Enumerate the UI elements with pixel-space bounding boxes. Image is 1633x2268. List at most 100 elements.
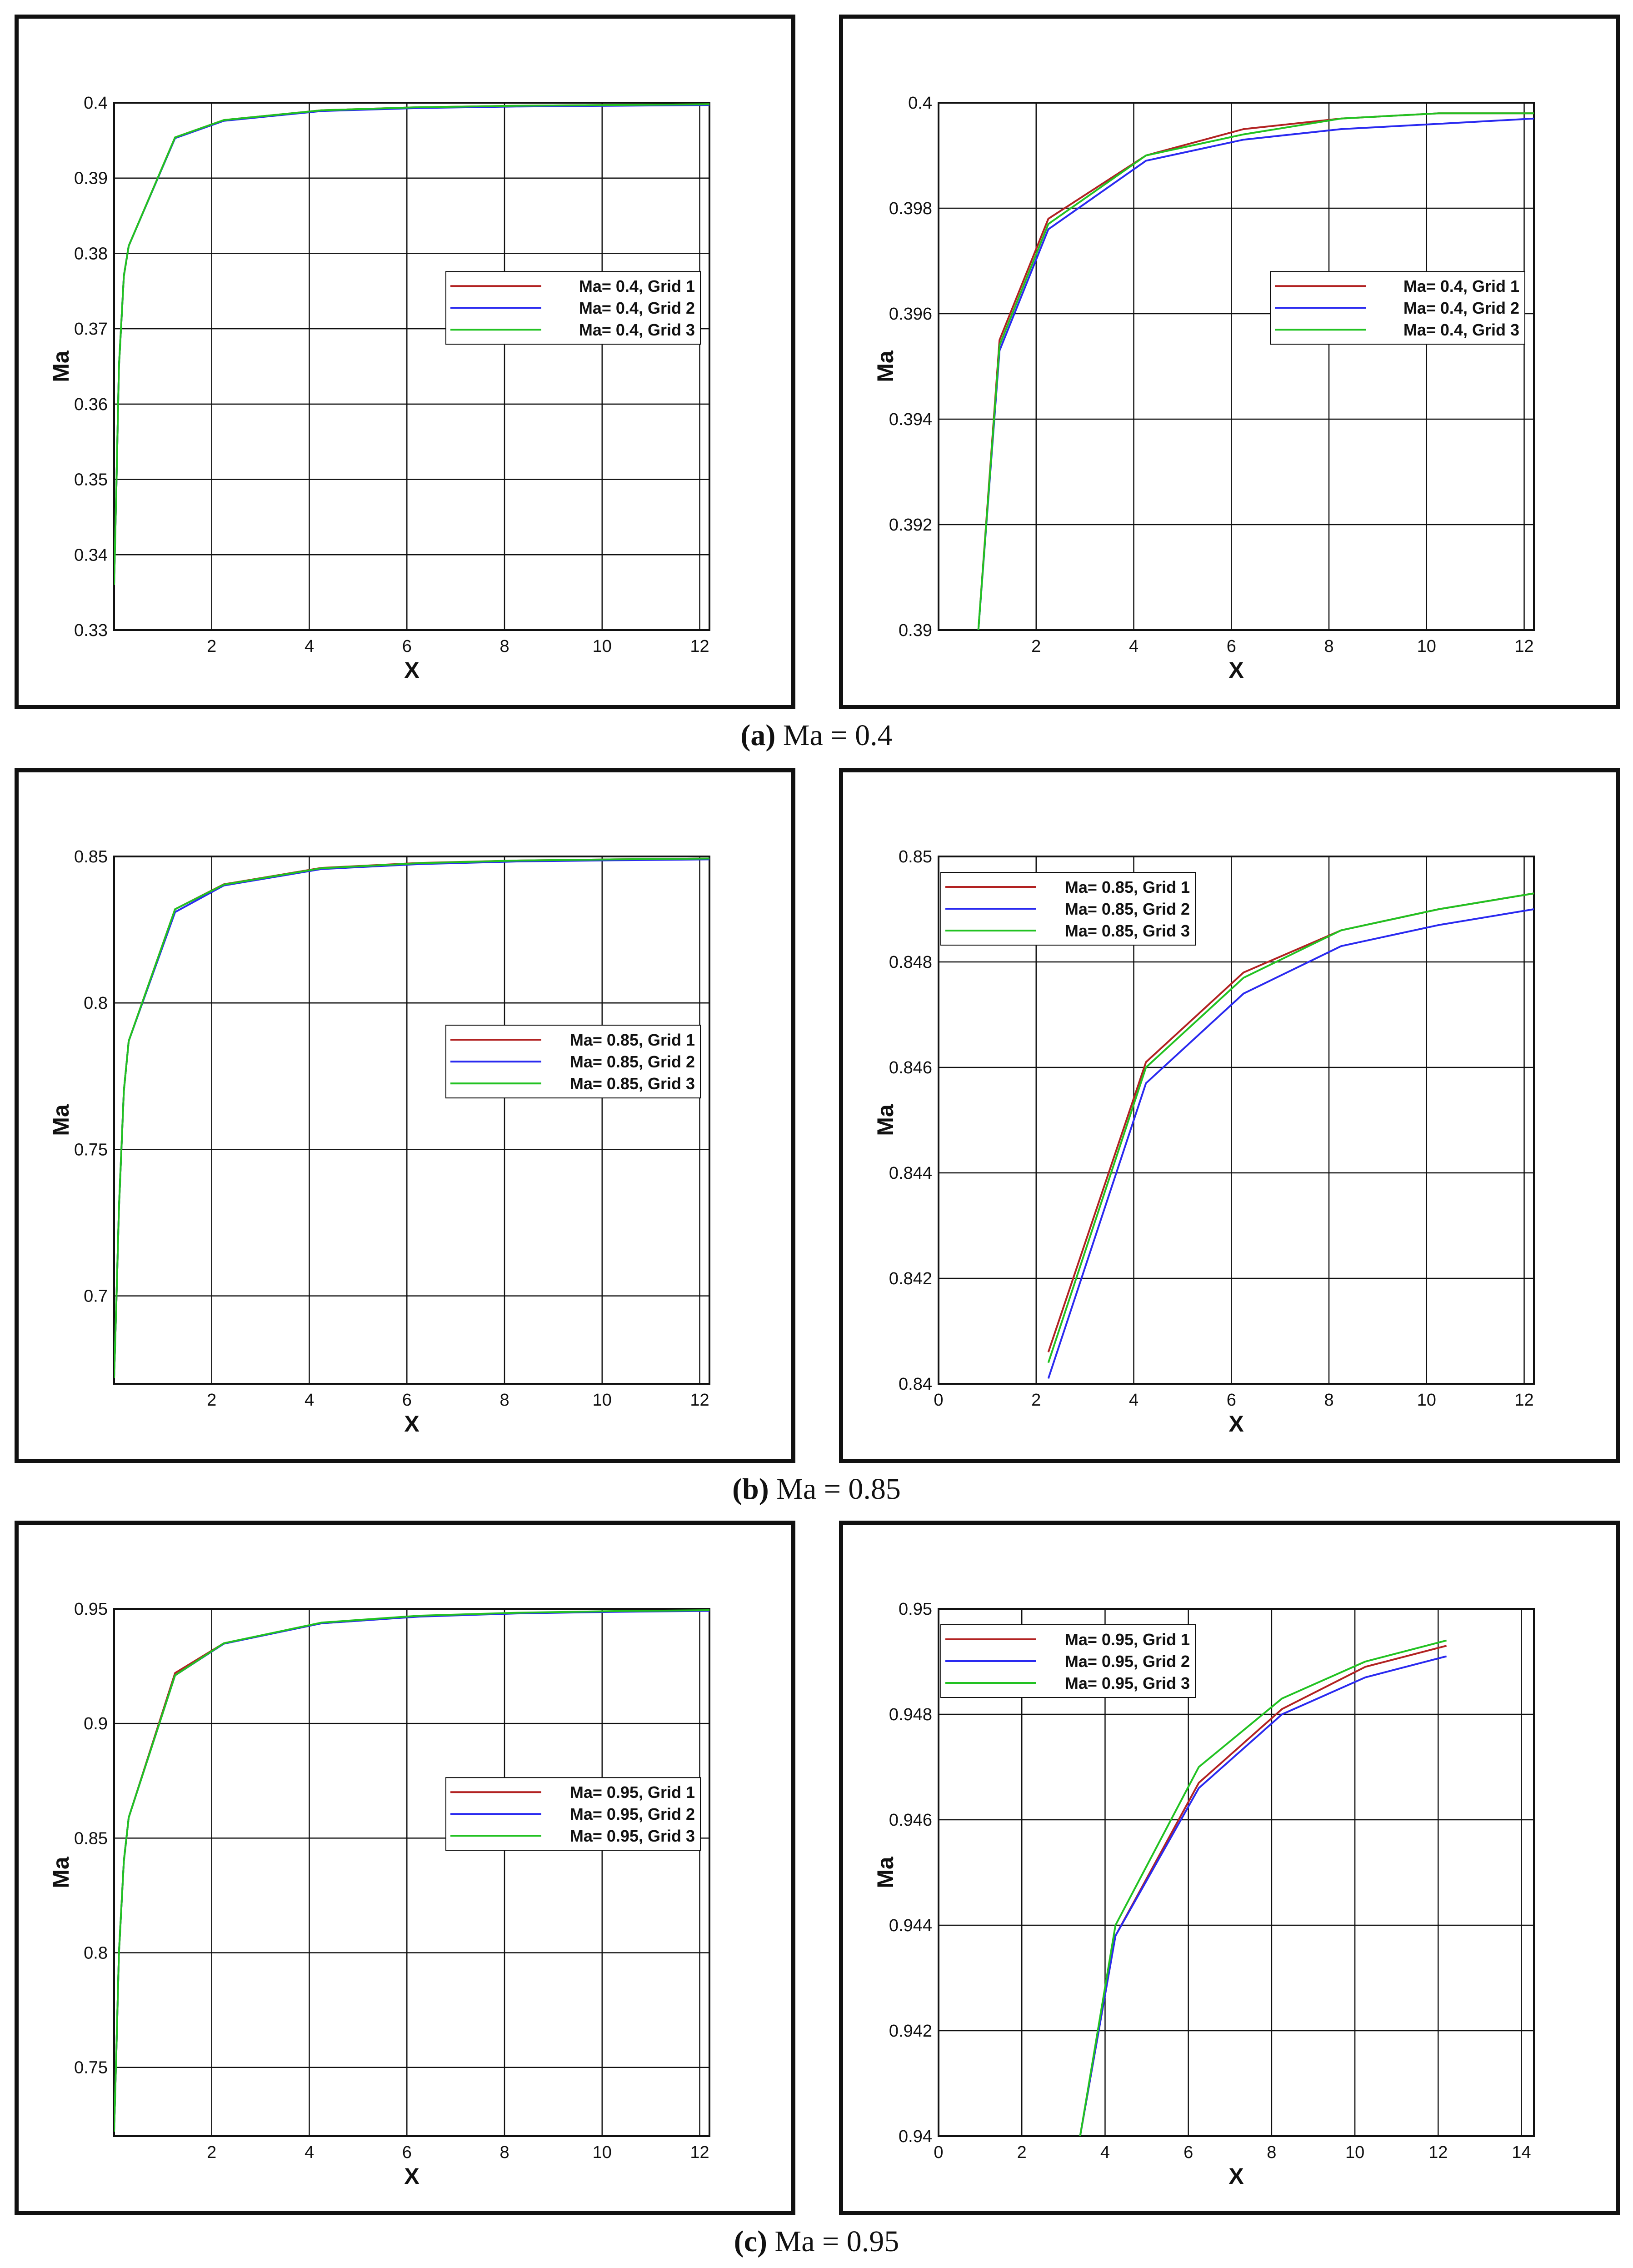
chart-3-ylabel: Ma — [48, 1104, 74, 1136]
chart-5-xtick-label: 8 — [499, 2143, 509, 2162]
caption-a-letter: (a) — [740, 719, 776, 752]
chart-5: 2 4 6 8 10 12 0.75 0.8 0.85 0.9 0.95 X Ma Ma= 0.95, G… — [48, 1600, 710, 2189]
chart-2-legend-label-3: Ma= 0.4, Grid 3 — [1403, 320, 1519, 339]
chart-2-ytick-label: 0.39 — [899, 621, 932, 640]
chart-4-xtick-label: 2 — [1031, 1391, 1041, 1410]
chart-4-ytick-label: 0.842 — [889, 1269, 932, 1288]
chart-6-ylabel: Ma — [873, 1856, 898, 1888]
chart-5-legend-label-1: Ma= 0.95, Grid 1 — [570, 1783, 695, 1802]
chart-6-xtick-label: 10 — [1345, 2143, 1364, 2162]
chart-3-xlabel: X — [404, 1411, 419, 1437]
chart-1-xtick-label: 4 — [305, 637, 314, 656]
chart-6-ytick-label: 0.95 — [899, 1600, 932, 1619]
chart-2-series-line-3 — [977, 112, 1534, 630]
chart-6-legend-label-1: Ma= 0.95, Grid 1 — [1065, 1630, 1190, 1649]
chart-panel-2: 2 4 6 8 10 12 0.39 0.392 0.394 0.396 0.398 0.4 X Ma Ma… — [839, 15, 1620, 709]
chart-2-series-line-2 — [977, 117, 1534, 630]
chart-2-ylabel: Ma — [873, 350, 898, 382]
chart-6-xtick-label: 6 — [1184, 2143, 1193, 2162]
caption-a: (a) Ma = 0.4 — [0, 718, 1633, 753]
caption-b-letter: (b) — [732, 1472, 769, 1506]
chart-1-ytick-label: 0.37 — [74, 320, 108, 339]
chart-4-legend-label-2: Ma= 0.85, Grid 2 — [1065, 900, 1190, 918]
chart-panel-1: 2 4 6 8 10 12 0.33 0.34 0.35 0.36 0.37 0.38 0.39 0.4 X… — [15, 15, 795, 709]
chart-1-xtick-label: 8 — [499, 637, 509, 656]
caption-c: (c) Ma = 0.95 — [0, 2224, 1633, 2259]
chart-5-ytick-label: 0.8 — [84, 1944, 108, 1963]
chart-panel-5: 2 4 6 8 10 12 0.75 0.8 0.85 0.9 0.95 X Ma Ma= 0.95, G… — [15, 1521, 795, 2215]
chart-2-series-line-1 — [977, 112, 1534, 630]
chart-3-series-line-3 — [114, 857, 709, 1378]
chart-5-ytick-label: 0.85 — [74, 1829, 108, 1848]
chart-3-ytick-label: 0.8 — [84, 994, 108, 1013]
chart-4-series-line-2 — [1047, 908, 1534, 1379]
chart-5-ytick-label: 0.95 — [74, 1600, 108, 1619]
chart-2-xtick-label: 8 — [1324, 637, 1333, 656]
chart-4-xtick-label: 8 — [1324, 1391, 1333, 1410]
chart-5-series-line-2 — [114, 1610, 709, 2132]
chart-6-plot-frame — [938, 1608, 1535, 2137]
chart-2-xtick-label: 2 — [1031, 637, 1041, 656]
chart-panel-6: 0 2 4 6 8 10 12 14 0.94 0.942 0.944 0.946 0.948 0.95 X… — [839, 1521, 1620, 2215]
chart-6-legend-label-3: Ma= 0.95, Grid 3 — [1065, 1674, 1190, 1692]
chart-4-xtick-label: 6 — [1227, 1391, 1236, 1410]
chart-4-ytick-label: 0.84 — [899, 1375, 932, 1394]
chart-6-xtick-label: 12 — [1428, 2143, 1448, 2162]
chart-3-ytick-label: 0.7 — [84, 1287, 108, 1306]
chart-4-xlabel: X — [1228, 1411, 1243, 1437]
chart-3-series-line-1 — [114, 857, 709, 1378]
chart-3-ytick-label: 0.85 — [74, 847, 108, 866]
chart-3-legend-label-3: Ma= 0.85, Grid 3 — [570, 1074, 695, 1093]
chart-1-xtick-label: 12 — [690, 637, 709, 656]
chart-6-xtick-label: 2 — [1017, 2143, 1027, 2162]
chart-2: 2 4 6 8 10 12 0.39 0.392 0.394 0.396 0.398 0.4 X Ma Ma… — [873, 94, 1535, 683]
chart-4-xtick-label: 4 — [1129, 1391, 1139, 1410]
chart-2-ytick-label: 0.398 — [889, 199, 932, 218]
chart-panel-4: 0 2 4 6 8 10 12 0.84 0.842 0.844 0.846 0.848 0.85 X Ma… — [839, 768, 1620, 1463]
chart-6-ytick-label: 0.948 — [889, 1705, 932, 1724]
chart-1-legend-label-1: Ma= 0.4, Grid 1 — [579, 277, 695, 295]
chart-1-ytick-label: 0.36 — [74, 395, 108, 414]
chart-4-xtick-label: 10 — [1417, 1391, 1436, 1410]
chart-3-xtick-label: 2 — [207, 1391, 216, 1410]
chart-1-legend-label-2: Ma= 0.4, Grid 2 — [579, 299, 695, 317]
chart-3-plot-frame — [113, 856, 710, 1385]
chart-5-ytick-label: 0.75 — [74, 2058, 108, 2078]
chart-3-xtick-label: 10 — [593, 1391, 612, 1410]
chart-2-ytick-label: 0.392 — [889, 516, 932, 535]
chart-6-xlabel: X — [1228, 2163, 1243, 2189]
chart-5-legend-label-2: Ma= 0.95, Grid 2 — [570, 1805, 695, 1823]
chart-5-ylabel: Ma — [48, 1856, 74, 1888]
caption-c-letter: (c) — [734, 2225, 768, 2258]
chart-6-series-line-1 — [1079, 1645, 1447, 2136]
chart-3-xtick-label: 4 — [305, 1391, 314, 1410]
chart-2-ytick-label: 0.396 — [889, 305, 932, 324]
chart-1-xtick-label: 10 — [593, 637, 612, 656]
chart-5-plot-frame — [113, 1608, 710, 2137]
chart-1-legend-label-3: Ma= 0.4, Grid 3 — [579, 320, 695, 339]
chart-2-legend-label-1: Ma= 0.4, Grid 1 — [1403, 277, 1519, 295]
chart-2-xtick-label: 10 — [1417, 637, 1436, 656]
chart-3-xtick-label: 8 — [499, 1391, 509, 1410]
chart-1-series-line-3 — [114, 103, 709, 585]
chart-3-ytick-label: 0.75 — [74, 1140, 108, 1159]
chart-2-xtick-label: 12 — [1514, 637, 1533, 656]
chart-2-legend-label-2: Ma= 0.4, Grid 2 — [1403, 299, 1519, 317]
chart-3-legend-label-1: Ma= 0.85, Grid 1 — [570, 1031, 695, 1049]
caption-b-text: Ma = 0.85 — [769, 1472, 901, 1506]
chart-5-series-line-3 — [114, 1609, 709, 2132]
chart-3-xtick-label: 12 — [690, 1391, 709, 1410]
chart-4-legend-label-3: Ma= 0.85, Grid 3 — [1065, 921, 1190, 940]
chart-3-legend-label-2: Ma= 0.85, Grid 2 — [570, 1052, 695, 1071]
chart-1-xtick-label: 2 — [207, 637, 216, 656]
chart-6-xtick-label: 8 — [1267, 2143, 1276, 2162]
chart-6-xtick-label: 4 — [1100, 2143, 1110, 2162]
chart-5-legend-label-3: Ma= 0.95, Grid 3 — [570, 1827, 695, 1845]
chart-1-ytick-label: 0.33 — [74, 621, 108, 640]
chart-4-legend-label-1: Ma= 0.85, Grid 1 — [1065, 878, 1190, 896]
chart-5-series-line-1 — [114, 1609, 709, 2132]
chart-6-ytick-label: 0.94 — [899, 2127, 932, 2146]
chart-5-xtick-label: 12 — [690, 2143, 709, 2162]
chart-5-xtick-label: 6 — [402, 2143, 412, 2162]
chart-2-ytick-label: 0.4 — [908, 94, 932, 113]
